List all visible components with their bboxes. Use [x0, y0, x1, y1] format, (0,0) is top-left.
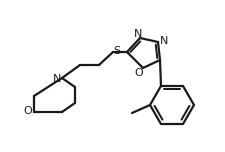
Text: O: O — [134, 68, 143, 78]
Text: N: N — [53, 74, 61, 84]
Text: N: N — [159, 36, 167, 46]
Text: N: N — [133, 29, 142, 39]
Text: S: S — [113, 46, 120, 56]
Text: O: O — [24, 106, 32, 116]
